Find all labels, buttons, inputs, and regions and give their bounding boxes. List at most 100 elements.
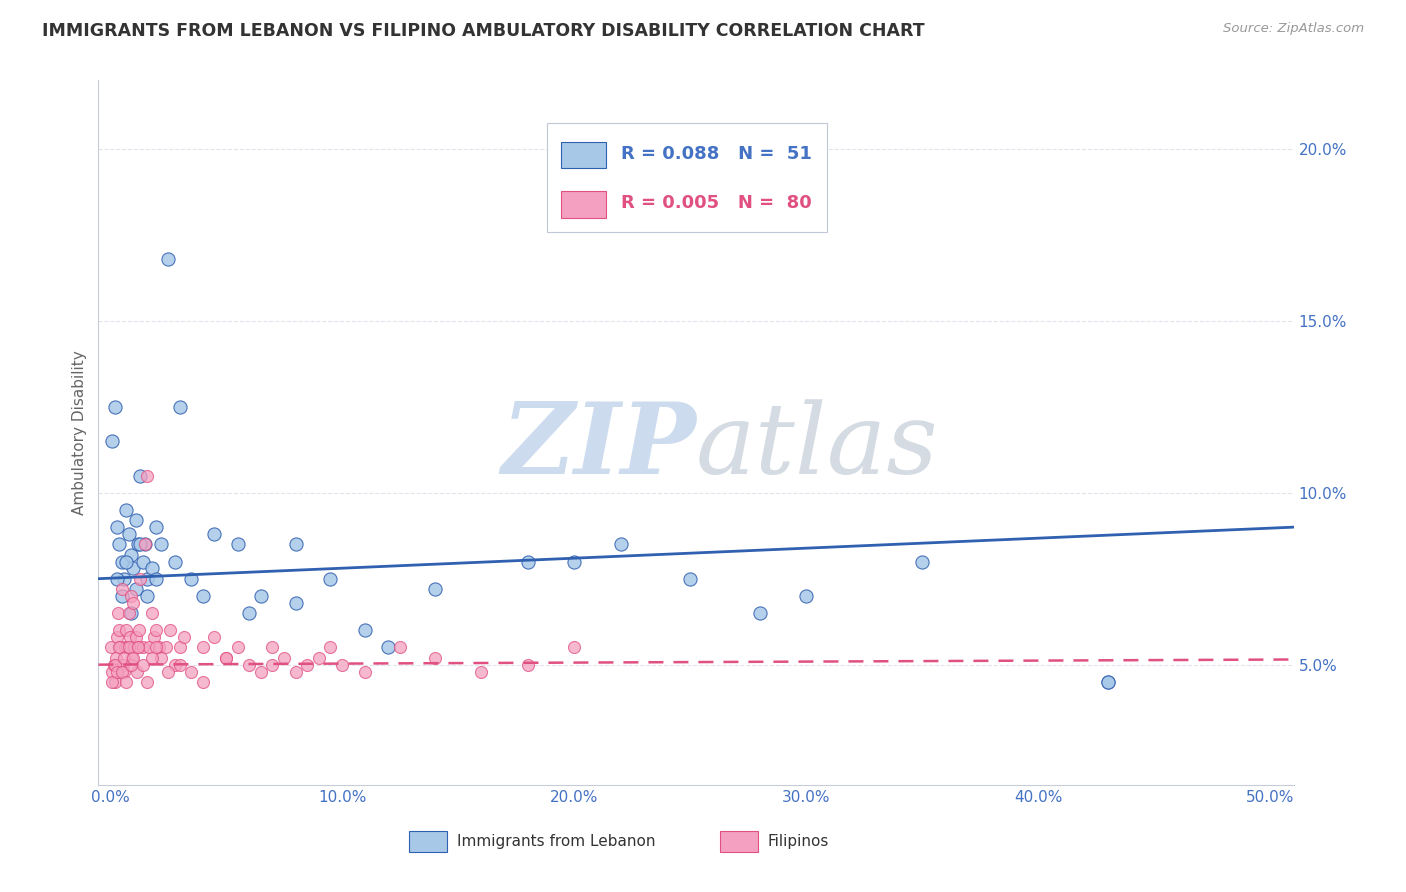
Point xyxy=(169,400,191,414)
Point xyxy=(127,640,149,655)
Point xyxy=(145,572,167,586)
Point xyxy=(108,537,131,551)
Point xyxy=(297,657,319,672)
FancyBboxPatch shape xyxy=(720,830,758,852)
Point xyxy=(150,650,173,665)
Point xyxy=(105,520,128,534)
Point xyxy=(1097,674,1119,689)
Point xyxy=(562,640,585,655)
Point xyxy=(238,606,260,620)
Point xyxy=(128,624,150,638)
Point xyxy=(115,503,138,517)
Point xyxy=(262,657,284,672)
Point xyxy=(111,589,134,603)
Point xyxy=(284,537,307,551)
Point xyxy=(319,640,342,655)
Point xyxy=(609,537,631,551)
Point xyxy=(111,555,134,569)
Point xyxy=(215,650,238,665)
FancyBboxPatch shape xyxy=(409,830,447,852)
Point xyxy=(250,665,273,679)
Point xyxy=(1097,674,1119,689)
Point xyxy=(679,572,702,586)
Point xyxy=(129,537,152,551)
Point xyxy=(122,650,145,665)
Point xyxy=(134,537,156,551)
Point xyxy=(284,665,307,679)
Point xyxy=(377,640,399,655)
Point xyxy=(136,589,159,603)
Point xyxy=(101,434,124,449)
Point xyxy=(204,630,226,644)
Point xyxy=(103,657,125,672)
Text: IMMIGRANTS FROM LEBANON VS FILIPINO AMBULATORY DISABILITY CORRELATION CHART: IMMIGRANTS FROM LEBANON VS FILIPINO AMBU… xyxy=(42,22,925,40)
Point xyxy=(112,572,135,586)
Point xyxy=(136,674,159,689)
Point xyxy=(262,640,284,655)
Point xyxy=(105,665,128,679)
Point xyxy=(284,596,307,610)
Point xyxy=(127,640,149,655)
Point xyxy=(125,665,148,679)
Point xyxy=(748,606,770,620)
Point xyxy=(148,640,170,655)
Point xyxy=(191,589,214,603)
Point xyxy=(120,548,142,562)
Point xyxy=(104,657,127,672)
Point xyxy=(136,572,159,586)
Point xyxy=(150,537,173,551)
Point xyxy=(112,650,135,665)
Point xyxy=(101,665,124,679)
Point xyxy=(163,555,186,569)
Point xyxy=(134,537,156,551)
Point xyxy=(163,657,186,672)
Point xyxy=(101,674,124,689)
Point xyxy=(354,624,377,638)
Point xyxy=(117,527,139,541)
Point xyxy=(250,589,273,603)
Point xyxy=(308,650,330,665)
Point xyxy=(138,640,160,655)
Text: Filipinos: Filipinos xyxy=(768,834,830,849)
Point xyxy=(169,640,191,655)
Point xyxy=(238,657,260,672)
Point xyxy=(105,572,128,586)
Point xyxy=(120,657,142,672)
Point xyxy=(141,561,163,575)
Point xyxy=(470,665,492,679)
Point xyxy=(141,650,163,665)
Point xyxy=(115,674,138,689)
FancyBboxPatch shape xyxy=(561,142,606,169)
Point xyxy=(104,674,127,689)
Point xyxy=(117,640,139,655)
Point xyxy=(155,640,177,655)
Point xyxy=(180,572,202,586)
Point xyxy=(124,513,146,527)
Point xyxy=(104,400,127,414)
FancyBboxPatch shape xyxy=(561,191,606,218)
Point xyxy=(273,650,295,665)
Point xyxy=(108,640,131,655)
Point xyxy=(110,640,132,655)
Point xyxy=(117,640,139,655)
Point xyxy=(129,468,152,483)
Point xyxy=(111,657,134,672)
Point xyxy=(226,640,249,655)
Point xyxy=(120,589,142,603)
Point xyxy=(911,555,934,569)
Point xyxy=(124,630,146,644)
Point xyxy=(105,630,128,644)
Point xyxy=(180,665,202,679)
Point xyxy=(108,624,131,638)
Text: atlas: atlas xyxy=(696,399,939,494)
Point xyxy=(115,555,138,569)
Point xyxy=(124,582,146,596)
Text: Immigrants from Lebanon: Immigrants from Lebanon xyxy=(457,834,655,849)
Point xyxy=(122,596,145,610)
Point xyxy=(127,537,149,551)
Point xyxy=(423,582,446,596)
Point xyxy=(111,665,134,679)
Point xyxy=(330,657,353,672)
Point xyxy=(118,630,141,644)
Text: Source: ZipAtlas.com: Source: ZipAtlas.com xyxy=(1223,22,1364,36)
